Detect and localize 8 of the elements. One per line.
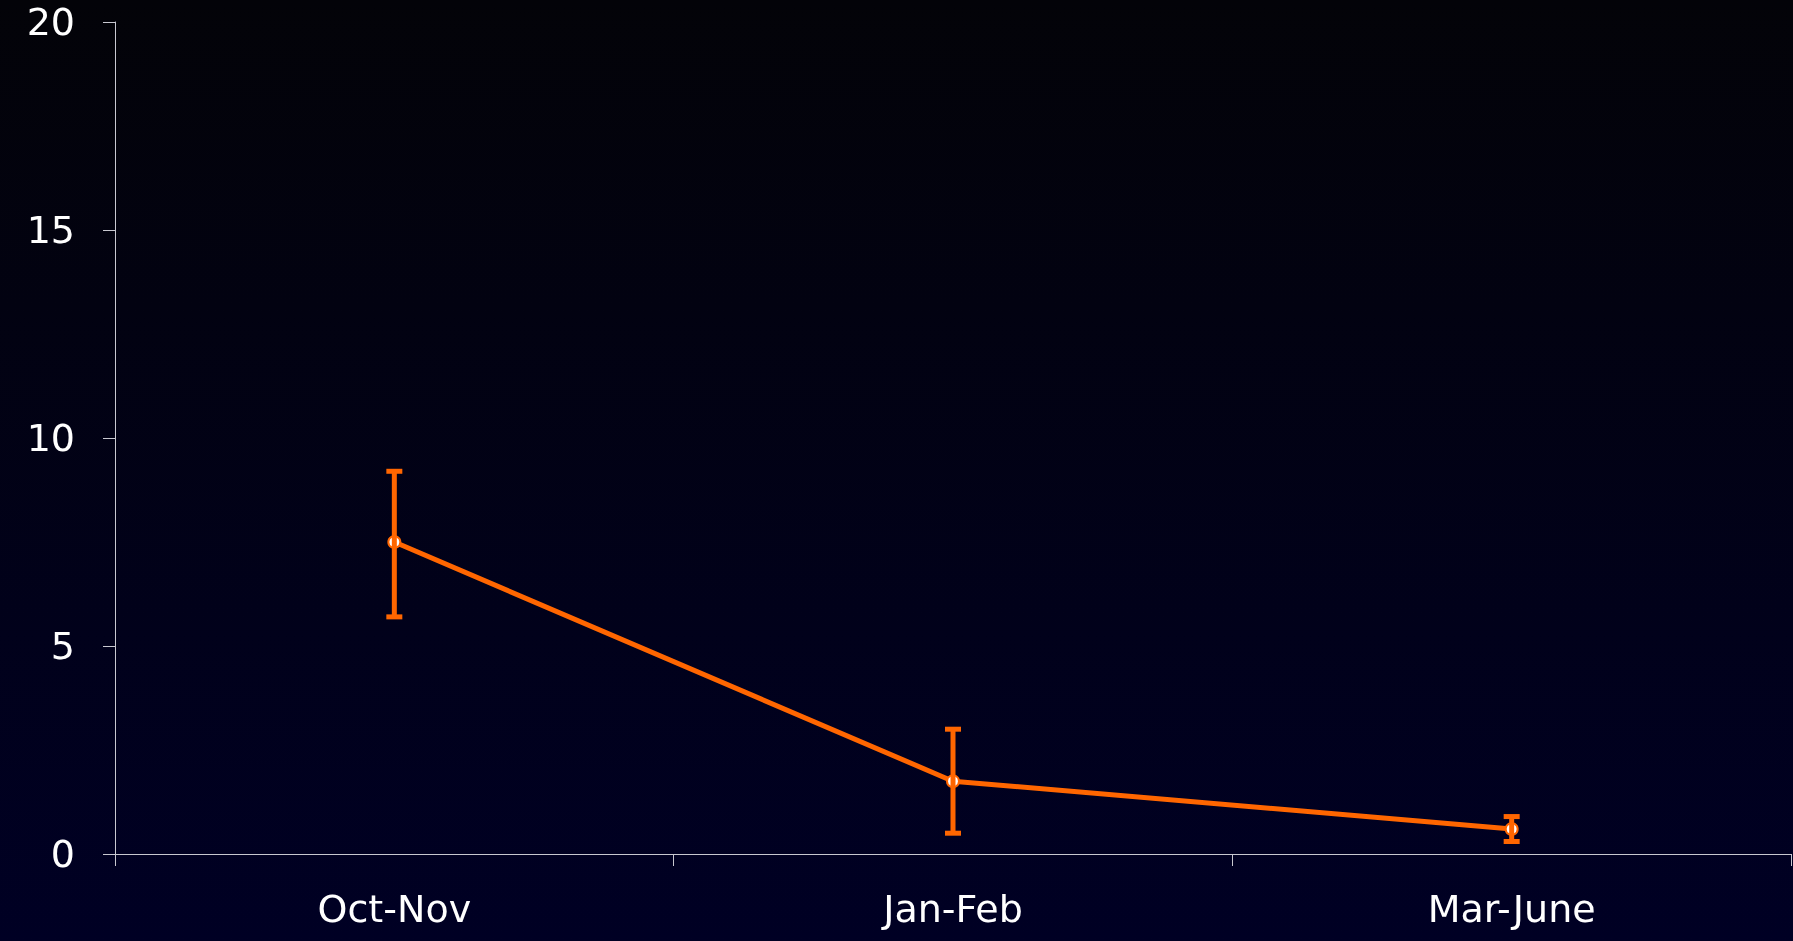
y-tick-label: 20 [26, 0, 75, 44]
y-tick-label: 15 [26, 208, 75, 252]
y-tick-label: 0 [50, 832, 75, 876]
x-tick-label: Oct-Nov [317, 887, 472, 931]
y-tick-label: 10 [26, 416, 75, 460]
x-tick-label: Jan-Feb [881, 887, 1023, 931]
y-tick-label: 5 [50, 624, 75, 668]
x-tick-label: Mar-June [1427, 887, 1596, 931]
